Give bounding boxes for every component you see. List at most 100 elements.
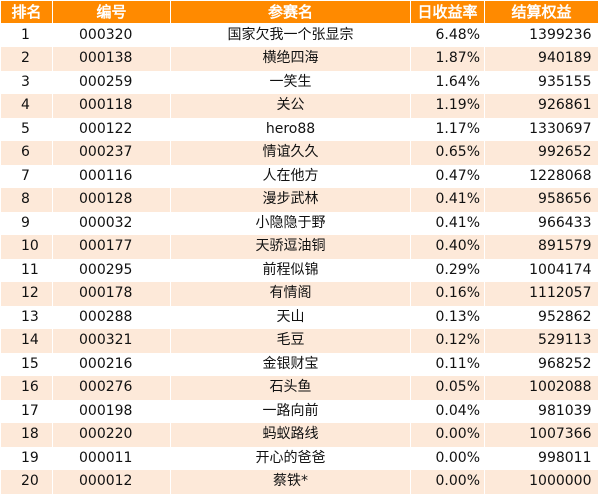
cell-equity: 998011 <box>485 447 598 471</box>
cell-id: 000237 <box>53 141 171 165</box>
cell-daily-return: 1.64% <box>411 71 485 95</box>
cell-daily-return: 1.19% <box>411 94 485 118</box>
cell-rank: 17 <box>1 400 53 424</box>
cell-name: 石头鱼 <box>171 376 411 400</box>
cell-name: 一笑生 <box>171 71 411 95</box>
header-row: 排名 编号 参赛名 日收益率 结算权益 <box>1 1 598 24</box>
cell-id: 000122 <box>53 118 171 142</box>
cell-id: 000011 <box>53 447 171 471</box>
cell-equity: 1002088 <box>485 376 598 400</box>
cell-equity: 1330697 <box>485 118 598 142</box>
cell-rank: 5 <box>1 118 53 142</box>
cell-name: 毛豆 <box>171 329 411 353</box>
cell-name: 蔡铁* <box>171 470 411 494</box>
cell-equity: 958656 <box>485 188 598 212</box>
cell-name: 开心的爸爸 <box>171 447 411 471</box>
cell-id: 000295 <box>53 259 171 283</box>
cell-equity: 891579 <box>485 235 598 259</box>
cell-equity: 1112057 <box>485 282 598 306</box>
cell-daily-return: 0.00% <box>411 447 485 471</box>
cell-id: 000320 <box>53 24 171 48</box>
cell-equity: 952862 <box>485 306 598 330</box>
cell-rank: 3 <box>1 71 53 95</box>
cell-name: 金银财宝 <box>171 353 411 377</box>
cell-rank: 1 <box>1 24 53 48</box>
header-name: 参赛名 <box>171 1 411 24</box>
cell-daily-return: 0.12% <box>411 329 485 353</box>
cell-daily-return: 0.40% <box>411 235 485 259</box>
cell-daily-return: 0.47% <box>411 165 485 189</box>
cell-rank: 11 <box>1 259 53 283</box>
cell-id: 000128 <box>53 188 171 212</box>
cell-daily-return: 0.00% <box>411 423 485 447</box>
header-id: 编号 <box>53 1 171 24</box>
cell-daily-return: 0.05% <box>411 376 485 400</box>
cell-id: 000116 <box>53 165 171 189</box>
header-daily-return: 日收益率 <box>411 1 485 24</box>
cell-id: 000138 <box>53 47 171 71</box>
cell-name: 横绝四海 <box>171 47 411 71</box>
cell-id: 000198 <box>53 400 171 424</box>
cell-rank: 4 <box>1 94 53 118</box>
cell-equity: 940189 <box>485 47 598 71</box>
cell-rank: 19 <box>1 447 53 471</box>
cell-rank: 16 <box>1 376 53 400</box>
cell-rank: 15 <box>1 353 53 377</box>
cell-equity: 968252 <box>485 353 598 377</box>
cell-equity: 981039 <box>485 400 598 424</box>
header-rank: 排名 <box>1 1 53 24</box>
cell-name: 蚂蚁路线 <box>171 423 411 447</box>
cell-id: 000216 <box>53 353 171 377</box>
cell-equity: 1228068 <box>485 165 598 189</box>
cell-daily-return: 0.65% <box>411 141 485 165</box>
cell-equity: 1004174 <box>485 259 598 283</box>
cell-name: 国家欠我一个张显宗 <box>171 24 411 48</box>
cell-name: 天山 <box>171 306 411 330</box>
cell-name: hero88 <box>171 118 411 142</box>
header-equity: 结算权益 <box>485 1 598 24</box>
cell-equity: 1007366 <box>485 423 598 447</box>
cell-name: 情谊久久 <box>171 141 411 165</box>
cell-name: 一路向前 <box>171 400 411 424</box>
cell-equity: 1000000 <box>485 470 598 494</box>
cell-name: 前程似锦 <box>171 259 411 283</box>
cell-rank: 2 <box>1 47 53 71</box>
cell-id: 000276 <box>53 376 171 400</box>
cell-daily-return: 1.87% <box>411 47 485 71</box>
cell-daily-return: 0.11% <box>411 353 485 377</box>
cell-name: 关公 <box>171 94 411 118</box>
cell-daily-return: 0.41% <box>411 188 485 212</box>
cell-name: 漫步武林 <box>171 188 411 212</box>
cell-name: 有情阁 <box>171 282 411 306</box>
cell-rank: 18 <box>1 423 53 447</box>
cell-id: 000259 <box>53 71 171 95</box>
cell-id: 000288 <box>53 306 171 330</box>
cell-rank: 12 <box>1 282 53 306</box>
cell-rank: 6 <box>1 141 53 165</box>
table-header: 排名 编号 参赛名 日收益率 结算权益 <box>1 1 598 24</box>
cell-id: 000032 <box>53 212 171 236</box>
cell-rank: 7 <box>1 165 53 189</box>
cell-id: 000321 <box>53 329 171 353</box>
cell-rank: 14 <box>1 329 53 353</box>
